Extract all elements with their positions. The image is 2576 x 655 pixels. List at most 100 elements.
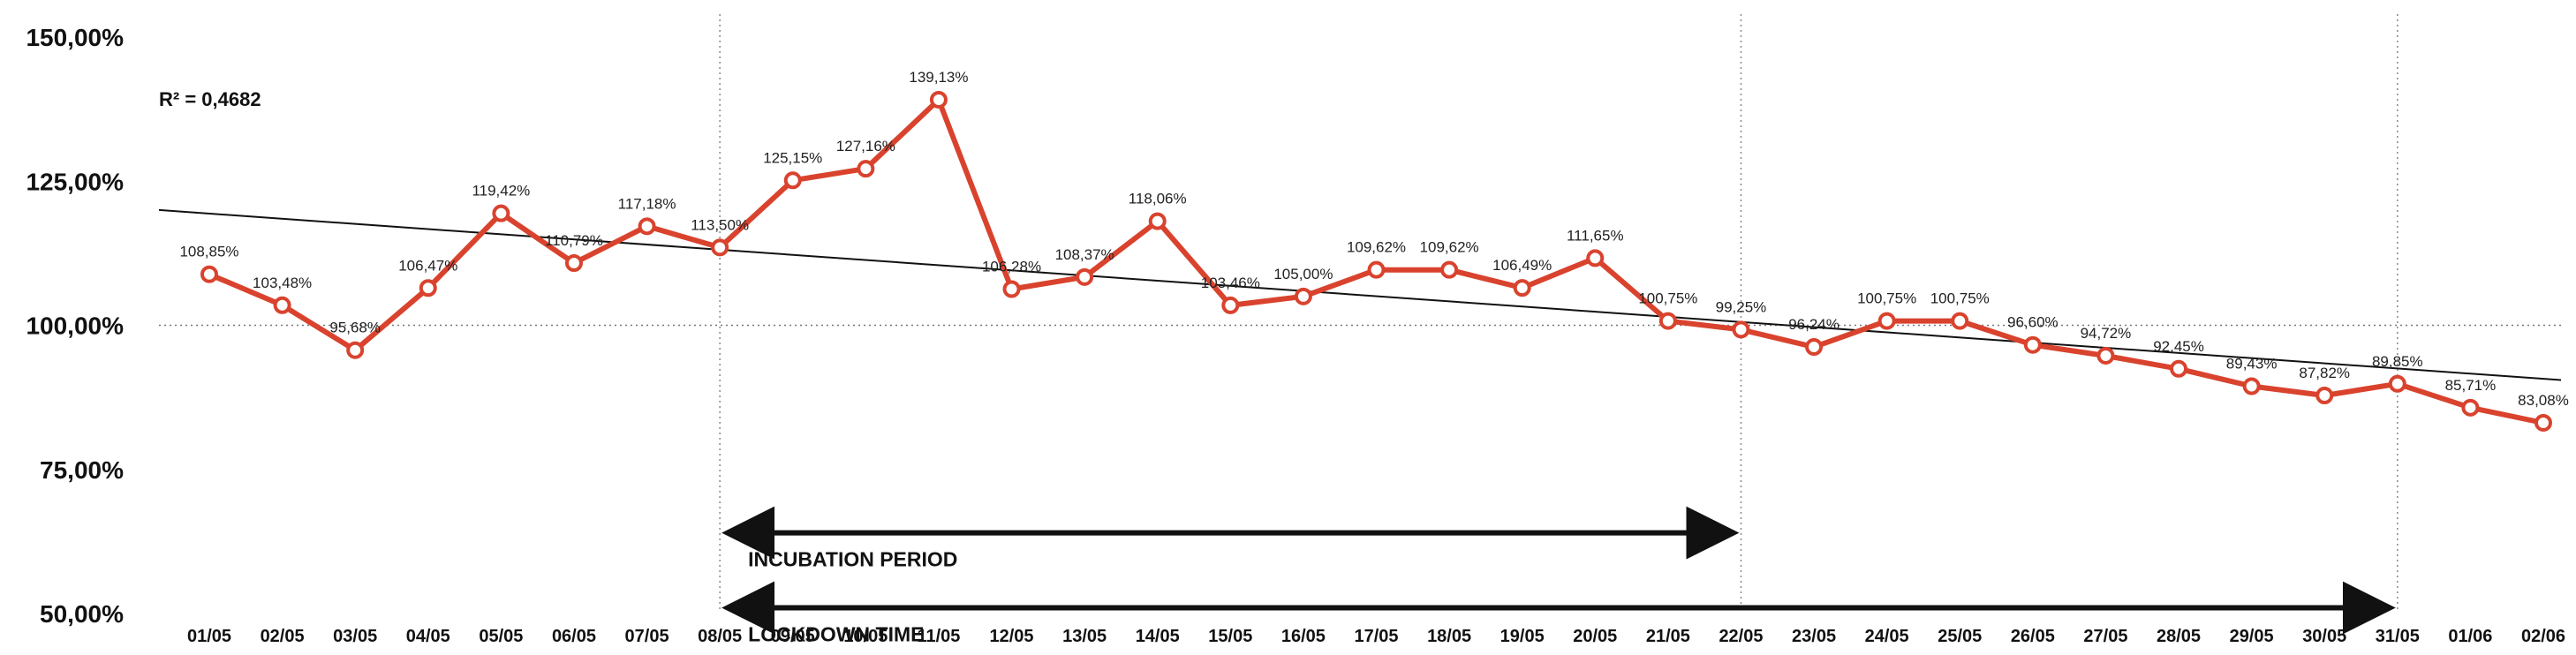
data-label: 111,65%	[1567, 227, 1624, 244]
data-label: 89,85%	[2372, 353, 2423, 370]
y-tick-label: 125,00%	[26, 168, 124, 195]
data-label: 106,49%	[1492, 257, 1552, 274]
data-label: 85,71%	[2445, 377, 2497, 394]
x-tick-label: 03/05	[333, 627, 377, 646]
data-point	[2096, 346, 2115, 365]
data-label: 113,50%	[691, 216, 749, 233]
data-label: 105,00%	[1273, 266, 1333, 282]
data-point	[711, 238, 729, 257]
x-tick-label: 21/05	[1646, 627, 1690, 646]
x-tick-label: 12/05	[990, 627, 1034, 646]
data-label: 119,42%	[472, 183, 530, 200]
y-tick-label: 150,00%	[26, 24, 124, 51]
x-tick-label: 22/05	[1719, 627, 1763, 646]
x-tick-label: 02/06	[2521, 627, 2565, 646]
data-point	[419, 279, 437, 297]
data-label: 108,37%	[1055, 246, 1114, 263]
x-tick-label: 30/05	[2302, 627, 2346, 646]
x-tick-label: 26/05	[2011, 627, 2055, 646]
x-tick-label: 06/05	[552, 627, 596, 646]
data-point	[1221, 296, 1240, 314]
data-label: 103,46%	[1201, 275, 1260, 291]
data-point	[273, 296, 291, 314]
data-point	[1367, 260, 1386, 279]
data-label: 125,15%	[763, 149, 822, 166]
x-tick-label: 31/05	[2376, 627, 2420, 646]
data-label: 109,62%	[1347, 239, 1406, 256]
data-point	[1877, 312, 1896, 330]
r-squared-label: R² = 0,4682	[159, 88, 261, 110]
data-point	[783, 171, 802, 190]
data-point	[1002, 280, 1021, 298]
data-label: 83,08%	[2518, 392, 2569, 409]
x-tick-label: 02/05	[261, 627, 305, 646]
data-label: 139,13%	[909, 69, 968, 86]
annotation-label: INCUBATION PERIOD	[748, 548, 957, 571]
x-tick-label: 20/05	[1573, 627, 1617, 646]
y-tick-label: 75,00%	[40, 456, 124, 484]
data-label: 117,18%	[618, 195, 676, 212]
x-tick-label: 19/05	[1500, 627, 1545, 646]
annotation-label: LOCKDOWN TIME	[748, 622, 924, 645]
data-label: 96,60%	[2007, 314, 2059, 331]
data-point	[2388, 374, 2406, 393]
y-tick-label: 50,00%	[40, 600, 124, 628]
data-label: 127,16%	[836, 138, 895, 154]
x-tick-label: 04/05	[406, 627, 450, 646]
data-point	[1732, 320, 1750, 339]
data-label: 87,82%	[2299, 365, 2350, 381]
x-tick-label: 16/05	[1281, 627, 1326, 646]
data-label: 100,75%	[1857, 290, 1916, 307]
x-tick-label: 05/05	[479, 627, 523, 646]
data-label: 96,24%	[1788, 316, 1839, 333]
data-label: 109,62%	[1420, 239, 1479, 256]
data-point	[857, 160, 875, 178]
data-point	[492, 204, 510, 222]
data-point	[1076, 267, 1094, 286]
x-tick-label: 01/06	[2448, 627, 2492, 646]
data-label: 94,72%	[2081, 325, 2132, 342]
x-tick-label: 01/05	[187, 627, 231, 646]
data-label: 108,85%	[179, 244, 238, 260]
data-point	[2242, 377, 2261, 395]
x-tick-label: 25/05	[1938, 627, 1982, 646]
data-point	[1440, 260, 1459, 279]
data-point	[1513, 279, 1531, 297]
data-point	[929, 90, 948, 109]
x-tick-label: 13/05	[1062, 627, 1107, 646]
data-label: 106,28%	[982, 258, 1041, 275]
x-tick-label: 17/05	[1354, 627, 1398, 646]
y-tick-label: 100,00%	[26, 312, 124, 340]
data-label: 118,06%	[1129, 191, 1187, 207]
x-tick-label: 15/05	[1208, 627, 1252, 646]
data-label: 103,48%	[253, 275, 312, 291]
data-label: 95,68%	[329, 320, 381, 336]
data-point	[2534, 413, 2552, 432]
data-label: 106,47%	[398, 257, 457, 274]
data-point	[1294, 287, 1312, 305]
data-point	[2170, 359, 2188, 378]
data-point	[1658, 312, 1677, 330]
data-point	[200, 265, 218, 283]
x-tick-label: 27/05	[2083, 627, 2127, 646]
x-tick-label: 23/05	[1792, 627, 1836, 646]
data-label: 89,43%	[2226, 356, 2278, 373]
x-tick-label: 07/05	[625, 627, 669, 646]
data-point	[2315, 387, 2334, 405]
x-tick-label: 28/05	[2157, 627, 2201, 646]
data-point	[564, 254, 583, 273]
data-point	[1586, 249, 1605, 267]
x-tick-label: 29/05	[2230, 627, 2274, 646]
data-point	[2461, 398, 2480, 417]
x-tick-label: 08/05	[698, 627, 742, 646]
data-point	[1148, 212, 1167, 230]
x-tick-label: 14/05	[1136, 627, 1180, 646]
data-label: 92,45%	[2153, 338, 2204, 355]
trendline	[158, 208, 2562, 381]
data-point	[346, 341, 365, 359]
data-label: 100,75%	[1638, 290, 1697, 307]
data-point	[1951, 312, 1969, 330]
data-label: 110,79%	[545, 232, 603, 249]
